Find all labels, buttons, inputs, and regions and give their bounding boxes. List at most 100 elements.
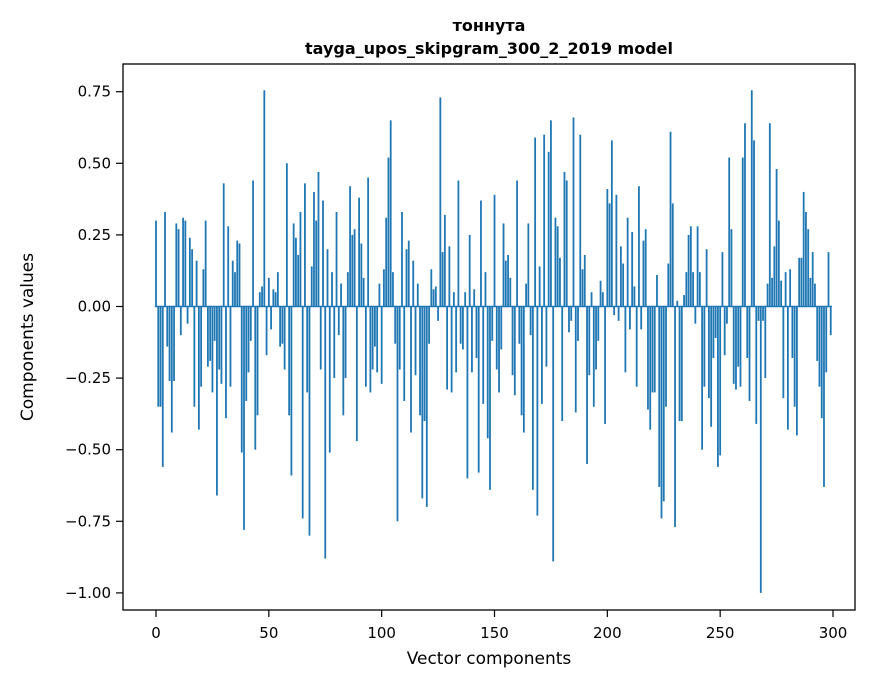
- x-tick-label: 50: [259, 624, 278, 642]
- bar: [608, 203, 611, 307]
- bar: [353, 229, 356, 307]
- bar: [597, 306, 600, 341]
- bar: [511, 306, 514, 376]
- bar: [376, 306, 379, 373]
- bar: [175, 223, 178, 307]
- bar: [380, 306, 383, 384]
- bar: [516, 180, 518, 307]
- bar: [811, 252, 814, 307]
- bar: [601, 292, 604, 307]
- bar: [310, 266, 313, 307]
- bar: [159, 306, 162, 407]
- bar: [202, 269, 205, 307]
- bar: [281, 306, 284, 344]
- bar: [712, 306, 715, 359]
- bar: [439, 97, 442, 307]
- bar: [315, 220, 318, 307]
- bar: [755, 306, 758, 424]
- y-tick-label: −1.00: [65, 584, 111, 602]
- bar: [304, 183, 306, 307]
- bar: [319, 306, 322, 370]
- x-tick-label: 100: [367, 624, 396, 642]
- bar: [750, 90, 753, 307]
- bar: [678, 306, 681, 422]
- bar: [216, 306, 218, 496]
- bar: [211, 306, 214, 393]
- y-tick-label: −0.50: [65, 441, 111, 459]
- bar: [335, 211, 338, 307]
- bar: [462, 306, 464, 350]
- bar: [809, 277, 812, 307]
- bar: [658, 306, 661, 487]
- bar: [243, 306, 245, 530]
- bar: [489, 306, 491, 490]
- bar: [574, 306, 577, 413]
- bar: [665, 306, 667, 407]
- bar: [570, 306, 573, 321]
- bar: [685, 272, 688, 307]
- bar: [613, 306, 616, 316]
- bar: [480, 200, 482, 307]
- bar: [507, 254, 509, 307]
- bar: [552, 306, 555, 562]
- bar: [177, 229, 180, 307]
- bar: [714, 306, 717, 338]
- bar: [360, 243, 363, 307]
- bar: [746, 306, 749, 359]
- bar: [195, 260, 198, 307]
- bar: [638, 186, 640, 307]
- bar: [640, 306, 643, 330]
- bar: [358, 197, 360, 307]
- bar: [484, 272, 487, 307]
- bar: [193, 306, 196, 407]
- bar: [766, 283, 769, 307]
- bar: [186, 306, 189, 324]
- bar: [671, 203, 674, 307]
- bar: [423, 306, 426, 422]
- bar: [179, 306, 182, 336]
- bar: [642, 240, 645, 307]
- bar: [744, 123, 746, 307]
- bar: [430, 269, 433, 307]
- bar: [635, 306, 638, 387]
- bar: [531, 306, 534, 490]
- bar: [513, 306, 516, 396]
- bar: [631, 232, 634, 307]
- bar: [502, 223, 505, 307]
- bar: [732, 306, 735, 384]
- bar: [394, 306, 397, 344]
- bar: [615, 194, 618, 307]
- bar: [789, 269, 792, 307]
- bar: [261, 286, 263, 307]
- bar: [689, 226, 692, 307]
- bar: [565, 180, 568, 307]
- bar: [606, 189, 609, 307]
- bar: [541, 306, 543, 404]
- bar: [707, 306, 710, 399]
- bar: [297, 254, 300, 307]
- bar: [730, 229, 733, 307]
- bar: [383, 269, 385, 307]
- bar: [197, 306, 200, 430]
- bar: [572, 117, 575, 307]
- bar: [656, 275, 658, 307]
- bar: [292, 223, 295, 307]
- bar: [344, 306, 347, 379]
- bar: [207, 306, 209, 367]
- bar: [590, 292, 593, 307]
- bar: [771, 277, 773, 307]
- title-line-2: tayga_upos_skipgram_300_2_2019 model: [305, 39, 673, 58]
- bar: [322, 200, 324, 307]
- y-tick-label: 0.75: [78, 83, 111, 101]
- bar: [619, 246, 622, 307]
- bar: [692, 272, 694, 307]
- bar: [457, 180, 460, 307]
- bar: [726, 306, 728, 324]
- y-tick-label: 0.50: [78, 154, 111, 172]
- bar: [710, 306, 713, 427]
- bar: [592, 306, 595, 407]
- bar: [588, 306, 591, 376]
- chart-title: тоннута tayga_upos_skipgram_300_2_2019 m…: [305, 16, 673, 58]
